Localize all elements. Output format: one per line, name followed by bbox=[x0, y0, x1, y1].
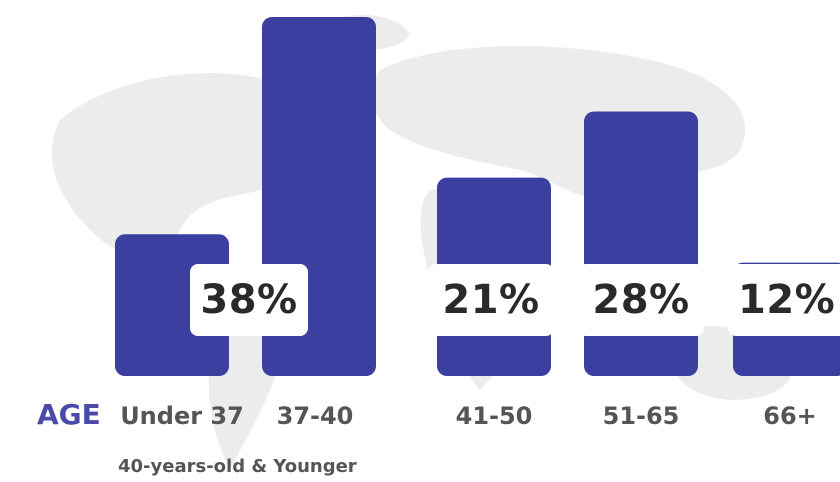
percent-label-group-3: 28% bbox=[578, 264, 704, 336]
category-label-51-65: 51-65 bbox=[602, 402, 680, 430]
category-label-37-40: 37-40 bbox=[276, 402, 354, 430]
percent-label-group-1: 38% bbox=[190, 264, 308, 336]
category-label-under-37: Under 37 bbox=[120, 402, 244, 430]
category-label-66-: 66+ bbox=[763, 402, 817, 430]
bar-51-65 bbox=[584, 111, 698, 376]
percent-label-group-2: 21% bbox=[428, 264, 554, 336]
group-label: 40-years-old & Younger bbox=[118, 456, 357, 477]
age-axis-label: AGE bbox=[37, 398, 101, 431]
percent-label-group-4: 12% bbox=[728, 264, 840, 336]
category-label-41-50: 41-50 bbox=[455, 402, 533, 430]
